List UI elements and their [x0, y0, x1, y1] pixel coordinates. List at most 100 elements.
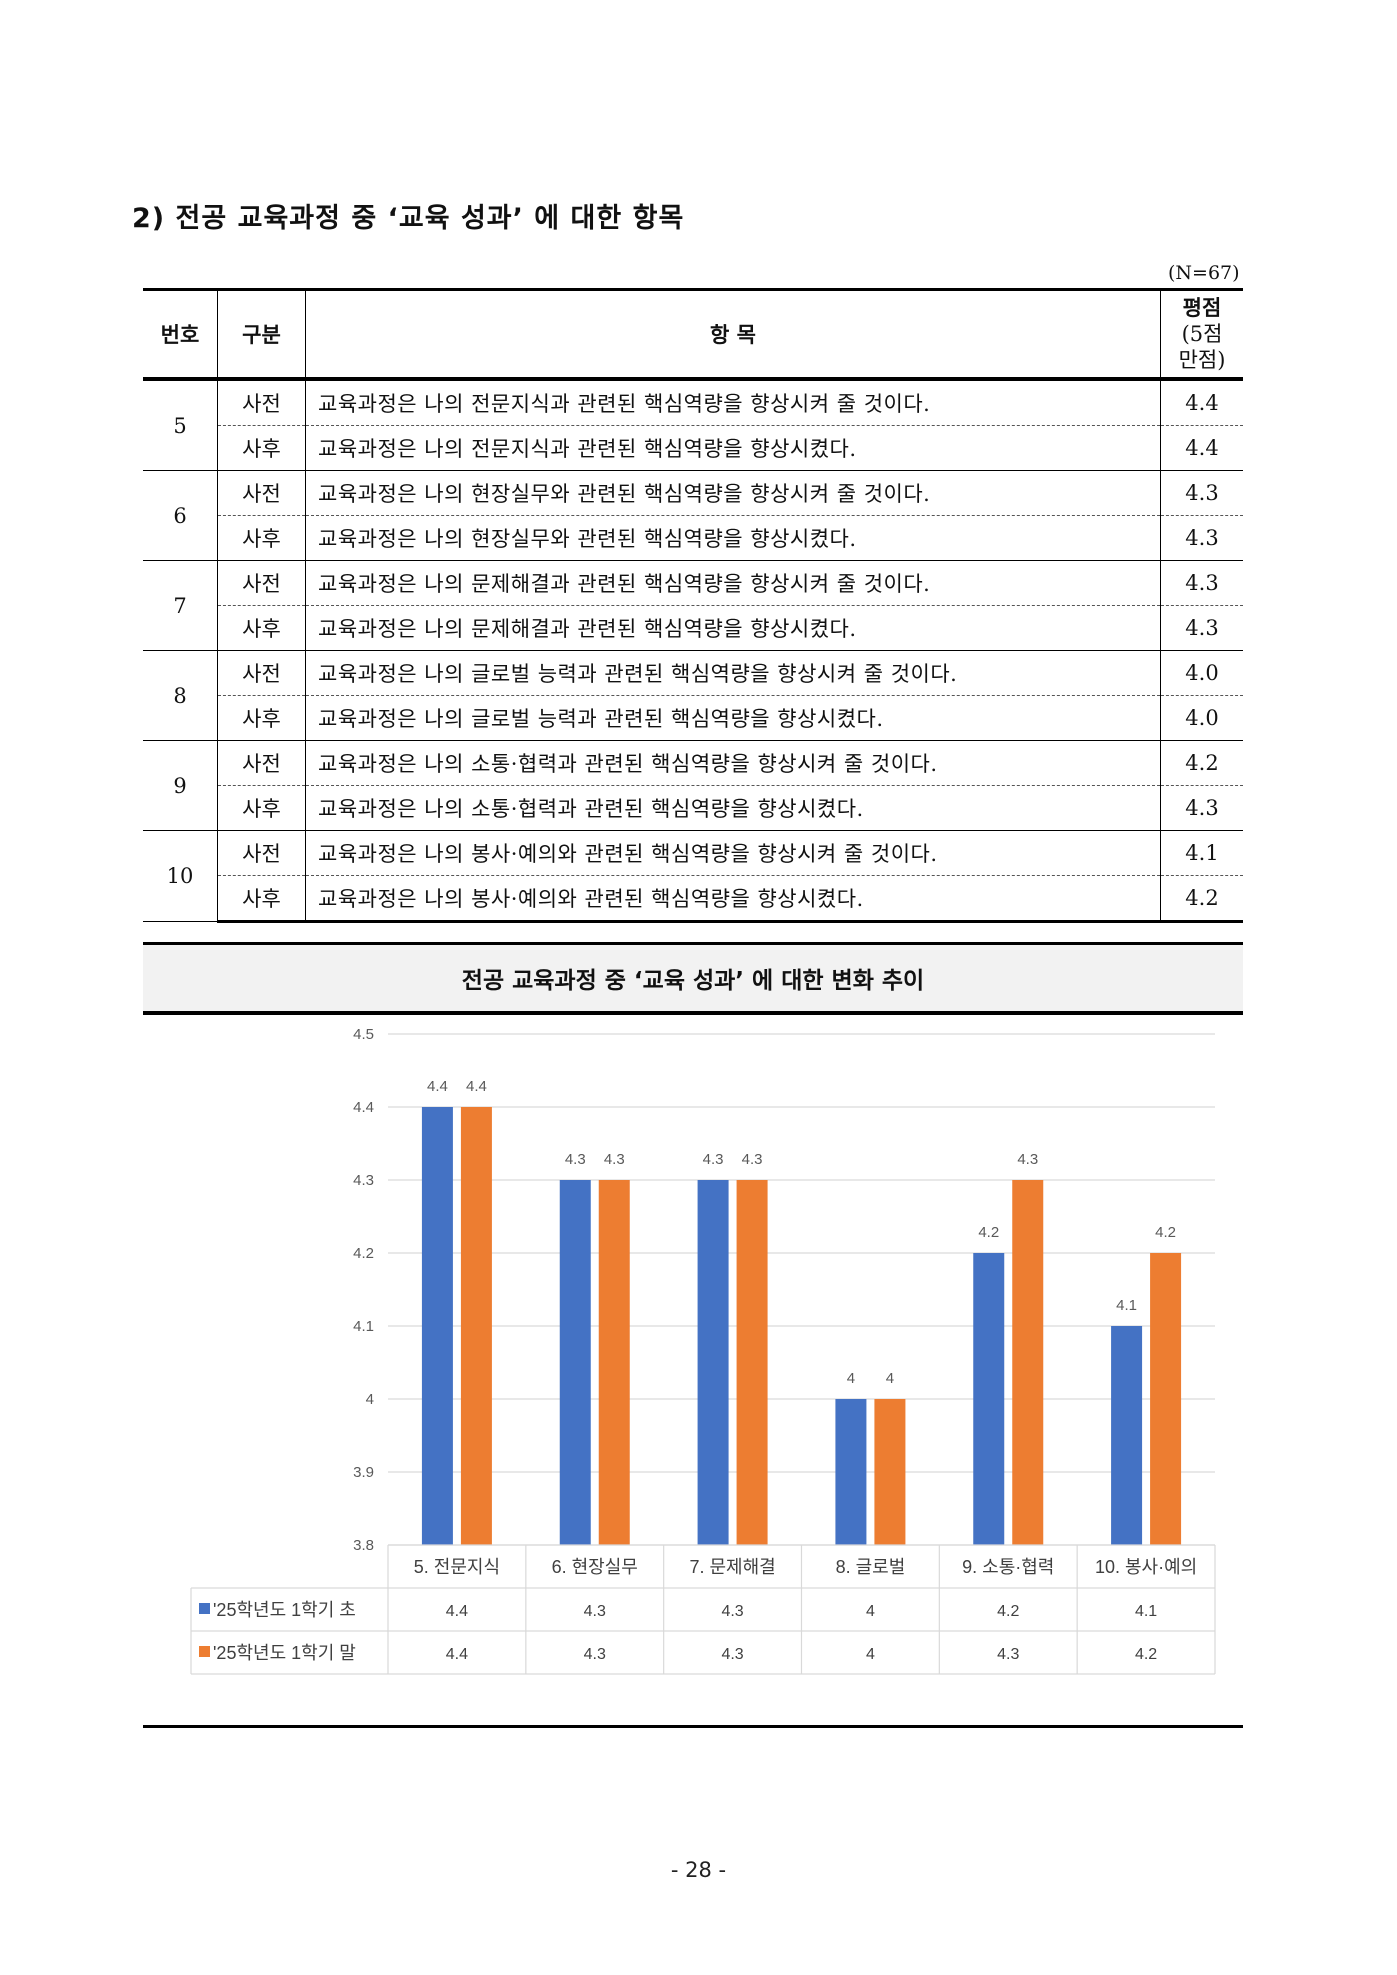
item-text-cell: 교육과정은 나의 현장실무와 관련된 핵심역량을 향상시켰다.	[305, 515, 1161, 561]
bar-data-label: 4.4	[427, 1078, 448, 1095]
data-table-value: 4.3	[584, 1603, 606, 1620]
bar-end	[460, 1107, 492, 1545]
item-text-cell: 교육과정은 나의 봉사·예의와 관련된 핵심역량을 향상시켰다.	[305, 875, 1161, 923]
legend-swatch-end	[199, 1646, 210, 1657]
data-table-value: 4.4	[446, 1646, 468, 1663]
y-tick-label: 4.1	[353, 1318, 374, 1335]
header-score: 평점 (5점 만점)	[1160, 288, 1243, 381]
bar-data-label: 4.1	[1116, 1297, 1137, 1314]
y-tick-label: 4.4	[353, 1099, 374, 1116]
bar-end	[1150, 1253, 1182, 1545]
division-cell: 사전	[217, 560, 306, 606]
data-table-value: 4.2	[997, 1603, 1019, 1620]
item-number: 6	[143, 470, 218, 561]
table-row: 9 사전 교육과정은 나의 소통·협력과 관련된 핵심역량을 향상시켜 줄 것이다.…	[143, 740, 1243, 831]
item-text-cell: 교육과정은 나의 글로벌 능력과 관련된 핵심역량을 향상시켜 줄 것이다.	[305, 650, 1161, 696]
y-tick-label: 3.8	[353, 1537, 374, 1554]
bar-data-label: 4	[847, 1370, 855, 1387]
item-text-cell: 교육과정은 나의 전문지식과 관련된 핵심역량을 향상시켰다.	[305, 425, 1161, 471]
table-row: 10 사전 교육과정은 나의 봉사·예의와 관련된 핵심역량을 향상시켜 줄 것이다…	[143, 830, 1243, 922]
legend-label: '25학년도 1학기 말	[213, 1643, 356, 1663]
bar-end	[598, 1180, 630, 1545]
division-cell: 사전	[217, 470, 306, 516]
item-text-cell: 교육과정은 나의 전문지식과 관련된 핵심역량을 향상시켜 줄 것이다.	[305, 379, 1161, 426]
data-table-value: 4	[866, 1603, 875, 1620]
bar-start	[559, 1180, 591, 1545]
bar-data-label: 4.3	[742, 1151, 763, 1168]
score-cell: 4.4	[1160, 425, 1243, 471]
item-number: 7	[143, 560, 218, 651]
header-score-sub-2: 만점)	[1178, 348, 1226, 372]
data-table-value: 4.3	[721, 1646, 743, 1663]
data-table-value: 4.3	[584, 1646, 606, 1663]
page-number: - 28 -	[670, 1858, 727, 1882]
section-heading: 2) 전공 교육과정 중 ‘교육 성과’ 에 대한 항목	[132, 203, 685, 234]
score-cell: 4.3	[1160, 785, 1243, 831]
item-number: 8	[143, 650, 218, 741]
category-label: 9. 소통·협력	[962, 1557, 1054, 1577]
category-label: 7. 문제해결	[689, 1557, 775, 1577]
bar-data-label: 4.3	[1017, 1151, 1038, 1168]
table-row: 사후 교육과정은 나의 현장실무와 관련된 핵심역량을 향상시켰다. 4.3	[143, 515, 1243, 561]
table-row: 사후 교육과정은 나의 문제해결과 관련된 핵심역량을 향상시켰다. 4.3	[143, 605, 1243, 651]
bar-data-label: 4.3	[703, 1151, 724, 1168]
y-tick-label: 4	[366, 1391, 374, 1408]
data-table-value: 4.2	[1135, 1646, 1157, 1663]
table-row: 사후 교육과정은 나의 소통·협력과 관련된 핵심역량을 향상시켰다. 4.3	[143, 785, 1243, 831]
division-cell: 사후	[217, 695, 306, 741]
score-cell: 4.3	[1160, 560, 1243, 606]
score-cell: 4.3	[1160, 605, 1243, 651]
data-table-value: 4.4	[446, 1603, 468, 1620]
item-text-cell: 교육과정은 나의 문제해결과 관련된 핵심역량을 향상시켰다.	[305, 605, 1161, 651]
y-tick-label: 3.9	[353, 1464, 374, 1481]
category-label: 10. 봉사·예의	[1095, 1557, 1197, 1577]
item-number: 5	[143, 379, 218, 471]
division-cell: 사후	[217, 785, 306, 831]
header-item: 항 목	[305, 288, 1161, 381]
table-row: 사후 교육과정은 나의 봉사·예의와 관련된 핵심역량을 향상시켰다. 4.2	[143, 875, 1243, 923]
data-table-value: 4.3	[997, 1646, 1019, 1663]
division-cell: 사후	[217, 605, 306, 651]
division-cell: 사전	[217, 650, 306, 696]
bar-data-label: 4.2	[978, 1224, 999, 1241]
score-cell: 4.0	[1160, 650, 1243, 696]
table-row: 5 사전 교육과정은 나의 전문지식과 관련된 핵심역량을 향상시켜 줄 것이다. 4…	[143, 379, 1243, 471]
bar-chart: 4.5 4.4 4.3 4.2 4.1 4 3.9 3.8 4.4 4.3 4.3 4 4.2 4.1 4.…	[190, 1026, 1216, 1675]
bar-start	[835, 1399, 867, 1545]
survey-table-body: 5 사전 교육과정은 나의 전문지식과 관련된 핵심역량을 향상시켜 줄 것이다. 4…	[143, 379, 1243, 923]
header-division: 구분	[217, 288, 306, 381]
bar-data-label: 4.3	[565, 1151, 586, 1168]
bar-data-label: 4.4	[466, 1078, 487, 1095]
chart-bottom-rule	[143, 1725, 1243, 1728]
division-cell: 사후	[217, 875, 306, 923]
sample-size-note: (N=67)	[1168, 262, 1240, 284]
item-text-cell: 교육과정은 나의 현장실무와 관련된 핵심역량을 향상시켜 줄 것이다.	[305, 470, 1161, 516]
item-number: 9	[143, 740, 218, 831]
bar-end	[874, 1399, 906, 1545]
item-text-cell: 교육과정은 나의 문제해결과 관련된 핵심역량을 향상시켜 줄 것이다.	[305, 560, 1161, 606]
table-row: 사후 교육과정은 나의 글로벌 능력과 관련된 핵심역량을 향상시켰다. 4.0	[143, 695, 1243, 741]
legend-label: '25학년도 1학기 초	[213, 1600, 356, 1620]
category-label: 6. 현장실무	[552, 1557, 638, 1577]
division-cell: 사후	[217, 425, 306, 471]
bar-data-label: 4.3	[604, 1151, 625, 1168]
legend-swatch-start	[199, 1603, 210, 1614]
category-label: 5. 전문지식	[414, 1557, 500, 1577]
data-table-value: 4	[866, 1646, 875, 1663]
y-tick-label: 4.2	[353, 1245, 374, 1262]
bar-start	[697, 1180, 729, 1545]
bar-data-label: 4	[886, 1370, 894, 1387]
data-table-value: 4.3	[721, 1603, 743, 1620]
table-row: 8 사전 교육과정은 나의 글로벌 능력과 관련된 핵심역량을 향상시켜 줄 것이다…	[143, 650, 1243, 741]
division-cell: 사전	[217, 740, 306, 786]
table-row: 사후 교육과정은 나의 전문지식과 관련된 핵심역량을 향상시켰다. 4.4	[143, 425, 1243, 471]
chart-banner: 전공 교육과정 중 ‘교육 성과’ 에 대한 변화 추이	[143, 942, 1243, 1015]
bar-start	[1111, 1326, 1143, 1545]
score-cell: 4.2	[1160, 740, 1243, 786]
table-row: 6 사전 교육과정은 나의 현장실무와 관련된 핵심역량을 향상시켜 줄 것이다. 4…	[143, 470, 1243, 561]
item-text-cell: 교육과정은 나의 글로벌 능력과 관련된 핵심역량을 향상시켰다.	[305, 695, 1161, 741]
item-text-cell: 교육과정은 나의 소통·협력과 관련된 핵심역량을 향상시켜 줄 것이다.	[305, 740, 1161, 786]
item-number: 10	[143, 830, 218, 922]
bar-start	[421, 1107, 453, 1545]
score-cell: 4.0	[1160, 695, 1243, 741]
